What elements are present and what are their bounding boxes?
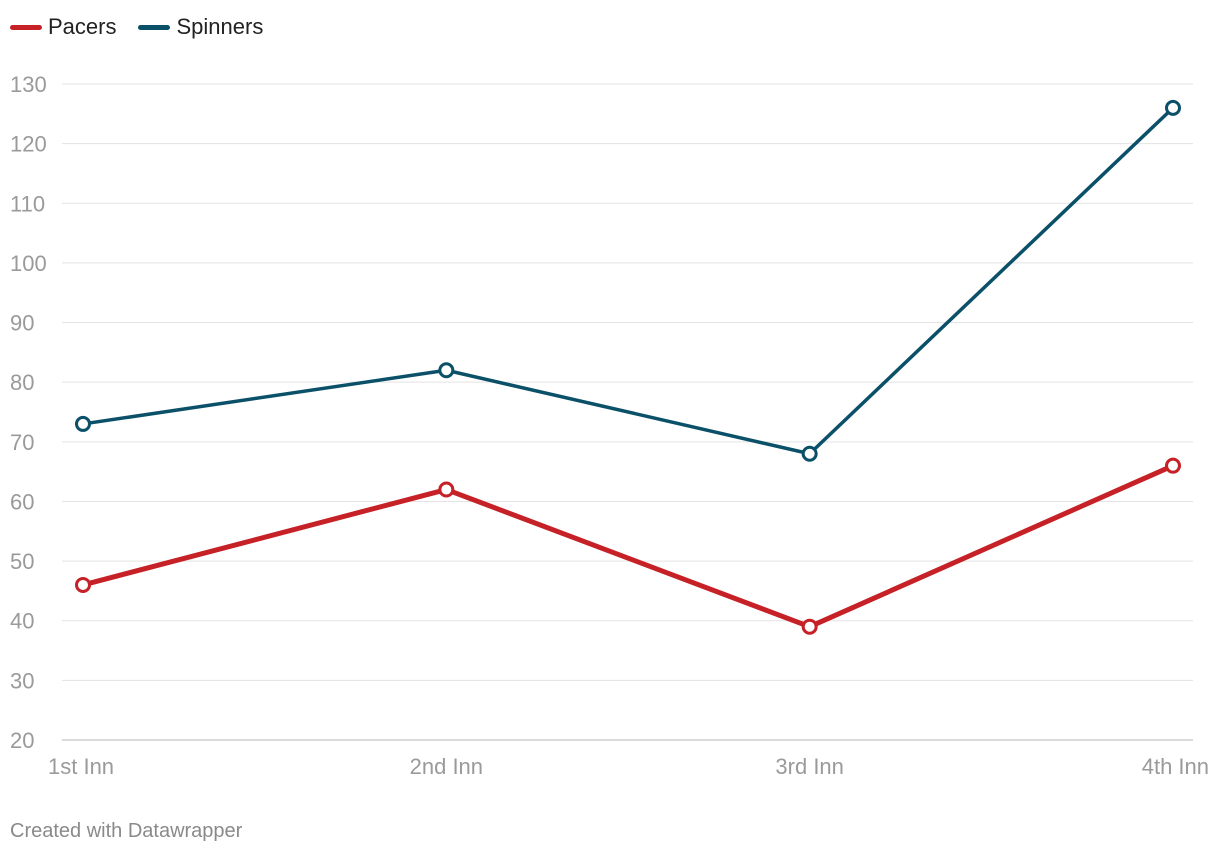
data-point-spinners xyxy=(75,415,91,432)
x-axis-ticks: 1st Inn 2nd Inn 3rd Inn 4th Inn xyxy=(48,754,1209,779)
x-tick-label: 3rd Inn xyxy=(775,754,844,779)
data-point-pacers xyxy=(75,576,91,593)
data-point-spinners xyxy=(801,445,818,462)
data-point-spinners xyxy=(438,362,455,379)
x-tick-label: 1st Inn xyxy=(48,754,114,779)
data-point-pacers xyxy=(1165,457,1181,474)
data-point-pacers xyxy=(438,481,455,498)
y-tick-label: 40 xyxy=(10,609,34,634)
y-axis-ticks: 20 30 40 50 60 70 80 90 100 110 120 130 xyxy=(10,72,47,753)
gridlines xyxy=(62,83,1193,741)
y-tick-label: 50 xyxy=(10,549,34,574)
y-tick-label: 130 xyxy=(10,72,47,97)
legend-item-pacers: Pacers xyxy=(10,14,116,40)
data-point-spinners xyxy=(1165,99,1181,116)
y-tick-label: 70 xyxy=(10,430,34,455)
y-tick-label: 30 xyxy=(10,668,34,693)
series-group xyxy=(75,99,1181,635)
y-tick-label: 90 xyxy=(10,311,34,336)
data-point-pacers xyxy=(801,618,818,635)
series-line-pacers xyxy=(80,463,1176,630)
line-chart: 20 30 40 50 60 70 80 90 100 110 120 130 1st Inn 2nd … xyxy=(10,72,1209,779)
series-line-spinners xyxy=(81,106,1175,456)
y-tick-label: 60 xyxy=(10,489,34,514)
footer-credit: Created with Datawrapper xyxy=(10,820,243,842)
x-tick-label: 2nd Inn xyxy=(410,754,483,779)
legend-label-spinners: Spinners xyxy=(176,14,264,39)
y-tick-label: 80 xyxy=(10,370,34,395)
legend-label-pacers: Pacers xyxy=(48,14,117,39)
y-tick-label: 110 xyxy=(10,191,45,216)
legend-swatch-spinners xyxy=(138,24,171,30)
y-tick-label: 100 xyxy=(10,251,47,276)
y-tick-label: 120 xyxy=(10,132,47,157)
legend-item-spinners: Spinners xyxy=(138,14,263,40)
x-tick-label: 4th Inn xyxy=(1142,754,1209,779)
legend: Pacers Spinners xyxy=(10,14,263,40)
legend-swatch-pacers xyxy=(10,24,42,30)
y-tick-label: 20 xyxy=(10,728,34,753)
